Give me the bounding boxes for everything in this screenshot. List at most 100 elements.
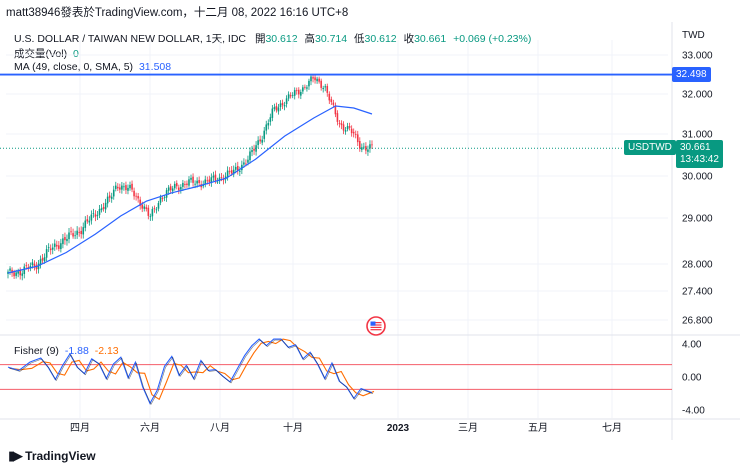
time-tick-label: 五月 xyxy=(528,422,548,434)
ma-value: 31.508 xyxy=(138,61,172,73)
candle-body xyxy=(324,86,327,88)
fisher-label: Fisher (9) xyxy=(14,345,59,357)
low-value: 30.612 xyxy=(364,33,397,45)
candle-body xyxy=(234,166,237,170)
candle-body xyxy=(208,179,211,182)
high-value: 30.714 xyxy=(314,33,348,45)
volume-label: 成交量(Vol) xyxy=(14,48,68,60)
candle-body xyxy=(72,233,74,237)
candle-body xyxy=(312,77,314,79)
candle-body xyxy=(259,139,261,142)
candle-body xyxy=(51,247,54,250)
candle-body xyxy=(346,126,349,130)
candle-body xyxy=(228,171,231,173)
fisher-line xyxy=(7,338,373,405)
candle-body xyxy=(60,243,62,250)
ma-legend[interactable]: MA (49, close, 0, SMA, 5) 31.508 xyxy=(14,61,171,73)
candle-body xyxy=(273,107,276,109)
candle-body xyxy=(206,180,209,182)
candle-body xyxy=(255,145,257,152)
footer-brand: ▮▶ TradingView xyxy=(8,448,96,464)
ma-line xyxy=(7,105,373,274)
fisher-legend[interactable]: Fisher (9) -1.88 -2.13 xyxy=(14,345,119,357)
candle-body xyxy=(43,257,46,262)
candle-body xyxy=(352,131,355,134)
candle-body xyxy=(171,188,174,192)
candle-body xyxy=(182,182,184,187)
candle-body xyxy=(257,140,259,146)
candle-body xyxy=(316,78,318,82)
grid xyxy=(0,22,740,440)
candle-body xyxy=(159,196,162,203)
price-tick-label: 32.000 xyxy=(682,90,713,101)
candle-body xyxy=(39,259,42,265)
candle-body xyxy=(47,247,50,249)
candle-body xyxy=(239,170,241,172)
price-tick-label: 33.000 xyxy=(682,51,713,62)
candle-body xyxy=(108,195,111,198)
candle-body xyxy=(17,271,19,274)
candle-body xyxy=(129,184,131,189)
horizontal-line-layer[interactable] xyxy=(0,73,672,149)
candle-body xyxy=(141,204,144,209)
candle-body xyxy=(220,177,223,178)
candle-body xyxy=(167,187,170,191)
candle-body xyxy=(155,209,158,211)
candle-body xyxy=(102,206,105,209)
candle-body xyxy=(145,207,148,210)
time-axis[interactable]: 四月 六月 八月 十月 2023 三月 五月 七月 xyxy=(70,421,622,434)
symbol-title[interactable]: U.S. DOLLAR / TAIWAN NEW DOLLAR, 1天, IDC xyxy=(14,33,247,45)
candle-body xyxy=(302,87,304,92)
candle-body xyxy=(358,141,361,149)
candle-body xyxy=(117,186,119,189)
candle-body xyxy=(198,180,200,183)
candle-body xyxy=(310,76,312,82)
candle-body xyxy=(53,243,56,247)
open-value: 30.612 xyxy=(265,33,298,45)
candle-body xyxy=(104,202,107,210)
candle-body xyxy=(68,232,70,240)
candle-body xyxy=(151,208,154,217)
candle-body xyxy=(363,146,365,148)
candle-body xyxy=(297,89,300,95)
fisher-tick-label: -4.00 xyxy=(682,406,705,417)
volume-legend[interactable]: 成交量(Vol) 0 xyxy=(14,46,79,61)
us-flag-event-icon[interactable] xyxy=(366,316,386,336)
ma-label: MA (49, close, 0, SMA, 5) xyxy=(14,61,134,73)
candle-body xyxy=(214,174,217,181)
candle-body xyxy=(163,197,166,199)
candle-body xyxy=(188,179,190,186)
candle-body xyxy=(114,185,117,189)
close-label: 收 xyxy=(403,33,415,45)
price-tick-label: 31.000 xyxy=(682,130,713,141)
fisher-layer xyxy=(0,338,672,406)
candle-body xyxy=(15,272,17,276)
time-tick-label: 十月 xyxy=(283,421,303,434)
time-tick-label: 四月 xyxy=(70,422,90,434)
current-price-tag: 30.661 13:43:42 xyxy=(676,140,723,169)
candle-body xyxy=(96,215,99,216)
candle-body xyxy=(330,99,333,103)
candle-body xyxy=(127,187,129,191)
candle-body xyxy=(269,117,272,122)
candle-body xyxy=(308,80,310,87)
candle-body xyxy=(153,207,156,209)
candle-body xyxy=(92,213,95,214)
candle-body xyxy=(112,189,115,197)
candle-body xyxy=(9,268,11,271)
candle-body xyxy=(45,249,48,258)
candle-body xyxy=(25,265,28,267)
candle-body xyxy=(306,87,308,89)
candle-body xyxy=(100,208,103,211)
candle-body xyxy=(49,248,52,251)
price-axis[interactable]: 33.000 32.000 31.000 30.000 29.000 28.000 27.4… xyxy=(682,51,713,417)
candle-body xyxy=(175,183,178,187)
price-tick-label: 30.000 xyxy=(682,172,713,183)
candle-body xyxy=(263,130,266,139)
candle-body xyxy=(371,144,373,146)
ma-layer xyxy=(7,105,373,274)
candle-body xyxy=(287,94,290,99)
candle-body xyxy=(106,196,109,204)
candle-body xyxy=(123,186,125,188)
